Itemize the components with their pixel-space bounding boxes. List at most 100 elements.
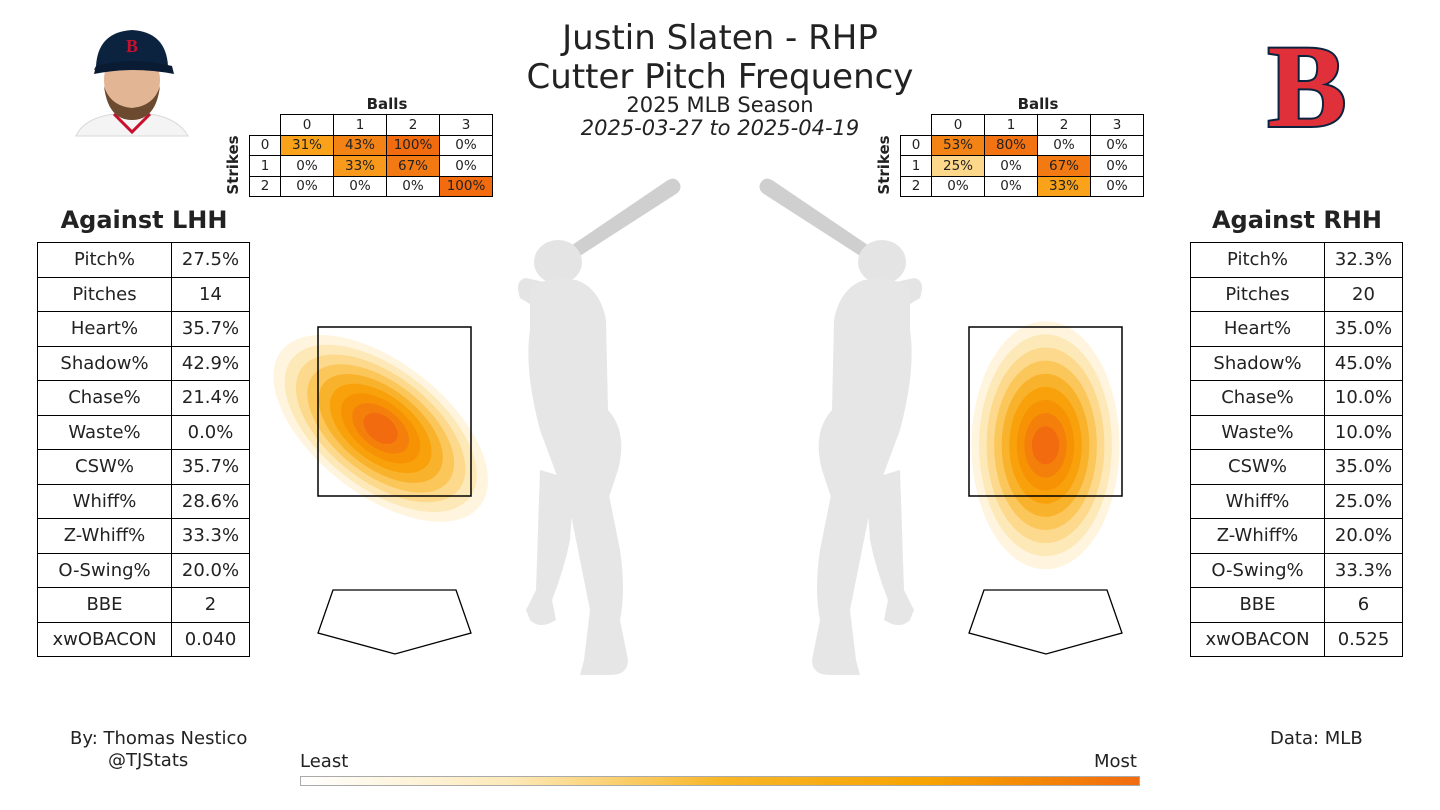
lhh-stats-table: Pitch% 27.5% Pitches 14 Heart% 35.7% Shadow% 42… <box>37 242 250 657</box>
count-cell: 0% <box>984 175 1038 197</box>
stat-row: Waste% 10.0% <box>1190 414 1403 450</box>
count-ball-header: 3 <box>439 114 493 136</box>
stat-value: 27.5% <box>171 242 250 278</box>
count-cell: 0% <box>439 155 493 177</box>
player-headshot: B <box>75 30 189 137</box>
count-ball-header: 1 <box>333 114 387 136</box>
stat-value: 0.040 <box>171 621 250 657</box>
stat-label: CSW% <box>37 449 172 485</box>
stat-row: Pitches 20 <box>1190 276 1403 312</box>
stat-row: Whiff% 25.0% <box>1190 483 1403 519</box>
count-cell: 0% <box>931 175 985 197</box>
stat-value: 6 <box>1324 587 1403 623</box>
stat-label: BBE <box>37 587 172 623</box>
stat-row: CSW% 35.7% <box>37 449 250 485</box>
count-ball-header: 3 <box>1090 114 1144 136</box>
stat-value: 2 <box>171 587 250 623</box>
stat-row: Shadow% 45.0% <box>1190 345 1403 381</box>
stat-value: 20 <box>1324 276 1403 312</box>
count-cell: 0% <box>280 175 334 197</box>
stat-value: 25.0% <box>1324 483 1403 519</box>
rhh-heatmap <box>971 321 1120 570</box>
stat-row: Pitch% 27.5% <box>37 242 250 278</box>
stat-label: xwOBACON <box>37 621 172 657</box>
count-cell: 0% <box>439 134 493 156</box>
stat-value: 33.3% <box>171 518 250 554</box>
stat-row: BBE 2 <box>37 587 250 623</box>
stat-value: 33.3% <box>1324 552 1403 588</box>
stat-value: 10.0% <box>1324 414 1403 450</box>
count-cell: 0% <box>280 155 334 177</box>
lhh-home-plate <box>317 589 472 655</box>
stat-row: BBE 6 <box>1190 587 1403 623</box>
stat-label: Waste% <box>37 414 172 450</box>
stat-label: Z-Whiff% <box>1190 518 1325 554</box>
rhh-home-plate <box>968 589 1123 655</box>
stat-value: 21.4% <box>171 380 250 416</box>
count-cell: 0% <box>984 155 1038 177</box>
count-strike-header: 0 <box>249 134 281 156</box>
count-cell: 0% <box>1090 134 1144 156</box>
density-contour <box>1031 426 1060 465</box>
stat-label: Whiff% <box>1190 483 1325 519</box>
stat-value: 0.525 <box>1324 621 1403 657</box>
rhh-batter-silhouette <box>759 178 922 675</box>
lhh-count-table: 0 1 2 3 0 31% 43% 100% 0% 1 0% 33% 67% 0% 2 0% 0% 0% 100% <box>249 114 493 197</box>
stat-label: Z-Whiff% <box>37 518 172 554</box>
stat-label: Pitches <box>37 276 172 312</box>
date-range-label: 2025-03-27 to 2025-04-19 <box>580 116 860 140</box>
stat-row: Heart% 35.7% <box>37 311 250 347</box>
count-strike-header: 2 <box>249 175 281 197</box>
stat-row: Chase% 10.0% <box>1190 380 1403 416</box>
data-source: Data: MLB <box>1270 728 1363 749</box>
stat-value: 10.0% <box>1324 380 1403 416</box>
stat-value: 42.9% <box>171 345 250 381</box>
lhh-heatmap <box>273 335 488 522</box>
chart-subtitle: Cutter Pitch Frequency <box>526 57 914 97</box>
stat-row: Pitches 14 <box>37 276 250 312</box>
count-cell: 31% <box>280 134 334 156</box>
density-contour <box>363 412 398 444</box>
count-ball-header: 0 <box>931 114 985 136</box>
count-cell: 53% <box>931 134 985 156</box>
stat-row: Pitch% 32.3% <box>1190 242 1403 278</box>
stat-value: 35.0% <box>1324 449 1403 485</box>
count-ball-header: 2 <box>1037 114 1091 136</box>
stat-row: xwOBACON 0.040 <box>37 621 250 657</box>
stat-value: 45.0% <box>1324 345 1403 381</box>
stat-label: O-Swing% <box>1190 552 1325 588</box>
stat-row: Waste% 0.0% <box>37 414 250 450</box>
count-cell: 100% <box>386 134 440 156</box>
stat-label: Waste% <box>1190 414 1325 450</box>
count-cell: 43% <box>333 134 387 156</box>
stat-label: Pitches <box>1190 276 1325 312</box>
colorbar-least-label: Least <box>300 751 349 772</box>
stat-value: 14 <box>171 276 250 312</box>
stat-label: CSW% <box>1190 449 1325 485</box>
lhh-strike-zone <box>317 326 472 497</box>
count-ball-header: 2 <box>386 114 440 136</box>
stat-label: Chase% <box>37 380 172 416</box>
stat-label: Shadow% <box>37 345 172 381</box>
rhh-balls-label: Balls <box>1017 95 1059 113</box>
count-ball-header: 0 <box>280 114 334 136</box>
stat-label: Whiff% <box>37 483 172 519</box>
chart-title: Justin Slaten - RHP <box>562 18 878 58</box>
lhh-batter-silhouette <box>518 178 681 675</box>
stat-label: Pitch% <box>37 242 172 278</box>
stat-value: 35.0% <box>1324 311 1403 347</box>
colorbar <box>300 776 1140 786</box>
stat-label: Heart% <box>37 311 172 347</box>
team-logo: B <box>1266 24 1349 136</box>
stat-row: O-Swing% 20.0% <box>37 552 250 588</box>
stat-label: xwOBACON <box>1190 621 1325 657</box>
stat-row: Whiff% 28.6% <box>37 483 250 519</box>
count-cell: 0% <box>1090 175 1144 197</box>
rhh-title: Against RHH <box>1211 206 1383 234</box>
stat-value: 20.0% <box>1324 518 1403 554</box>
stat-value: 0.0% <box>171 414 250 450</box>
stat-value: 32.3% <box>1324 242 1403 278</box>
stat-row: Chase% 21.4% <box>37 380 250 416</box>
count-cell: 0% <box>386 175 440 197</box>
count-strike-header: 0 <box>900 134 932 156</box>
